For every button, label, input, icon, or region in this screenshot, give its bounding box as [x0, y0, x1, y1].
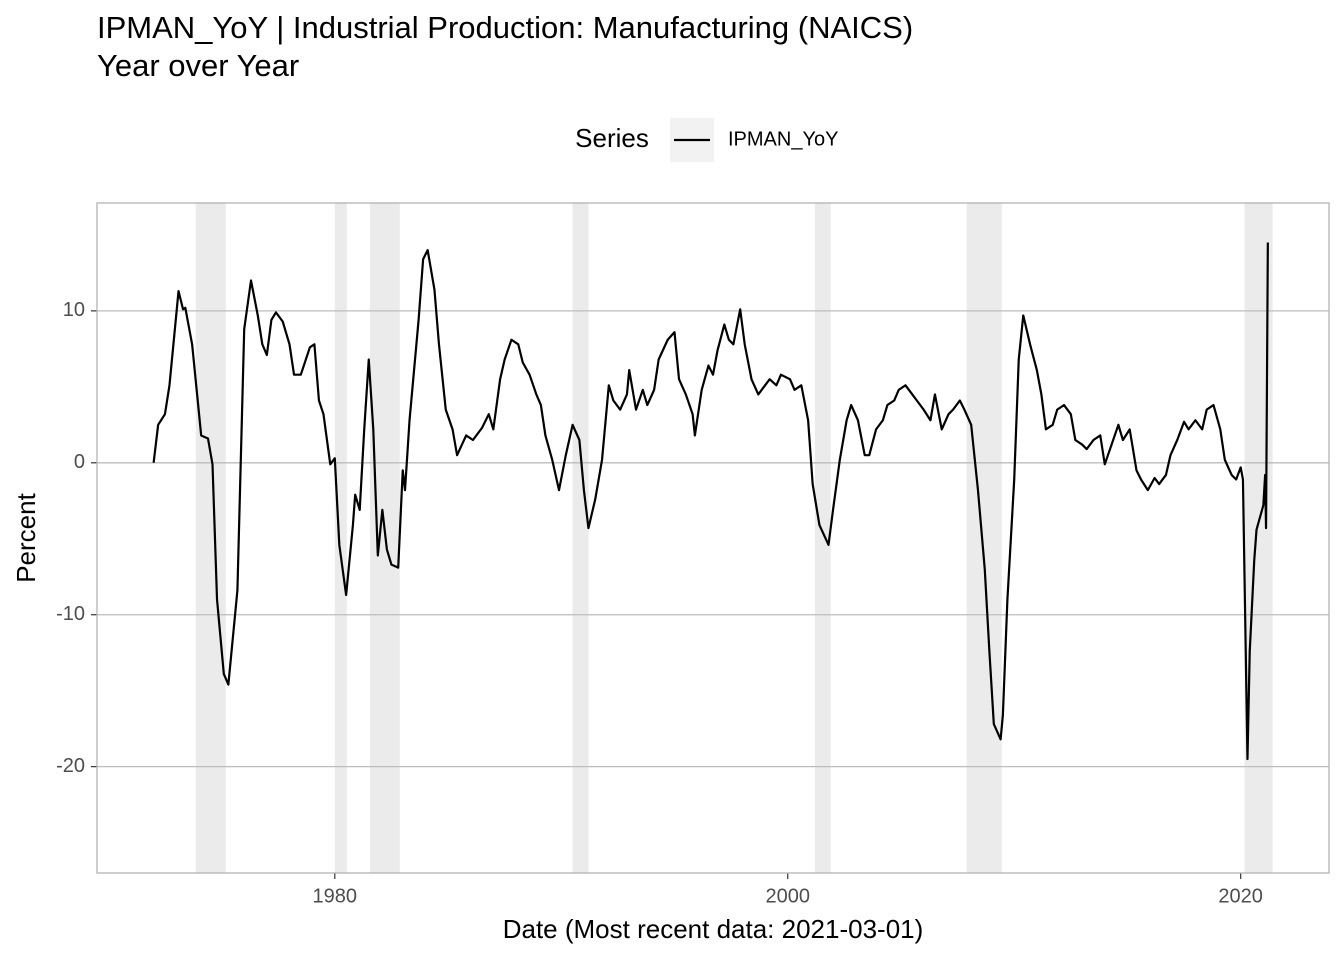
legend-title: Series [575, 123, 649, 153]
x-tick-label: 2000 [765, 885, 810, 907]
y-tick-label: -10 [56, 603, 85, 625]
y-tick-label: -20 [56, 755, 85, 777]
y-axis-label: Percent [11, 492, 41, 582]
recession-band [195, 203, 226, 873]
series-line [152, 242, 1269, 761]
x-tick-label: 1980 [313, 885, 358, 907]
panel-border [96, 202, 1330, 874]
recession-band [572, 203, 589, 873]
recession-band [334, 203, 347, 873]
y-tick-label: 0 [74, 451, 85, 473]
x-tick-label: 2020 [1218, 885, 1263, 907]
recession-band [814, 203, 831, 873]
recession-band [966, 203, 1002, 873]
plot-area: -20 -10 0 10 1980 2000 2020 [56, 202, 1330, 907]
chart-subtitle: Year over Year [97, 48, 299, 83]
x-axis-label: Date (Most recent data: 2021-03-01) [503, 914, 924, 944]
legend-label: IPMAN_YoY [728, 128, 838, 150]
y-tick-label: 10 [63, 299, 85, 321]
chart-title: IPMAN_YoY | Industrial Production: Manuf… [97, 10, 913, 45]
